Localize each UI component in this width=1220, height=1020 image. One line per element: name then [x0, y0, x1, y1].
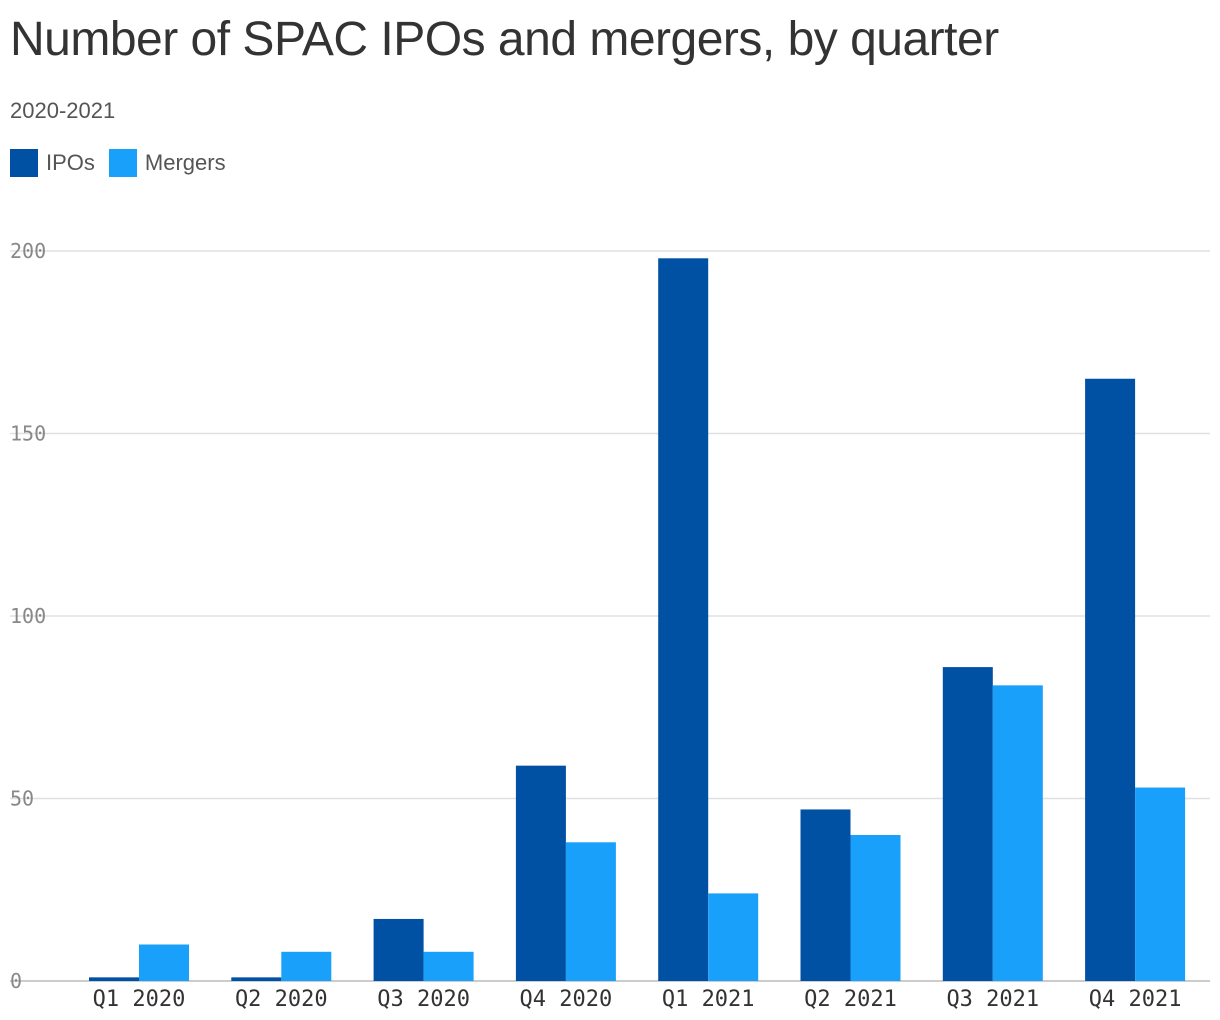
- legend-swatch-ipos: [10, 149, 38, 177]
- x-tick-label-q2-2020: Q2 2020: [235, 987, 328, 1012]
- bar-ipos-q3-2020: [373, 918, 424, 981]
- bar-mergers-q2-2021: [850, 835, 901, 981]
- y-tick-label-0: 0: [10, 969, 22, 993]
- x-tick-label-q3-2020: Q3 2020: [377, 987, 470, 1012]
- bar-mergers-q2-2020: [281, 951, 332, 981]
- x-tick-label-q1-2020: Q1 2020: [93, 987, 186, 1012]
- bar-ipos-q1-2021: [658, 258, 709, 981]
- legend-item-mergers: Mergers: [108, 149, 226, 177]
- legend-swatch-mergers: [108, 149, 137, 177]
- y-tick-label-150: 150: [10, 422, 46, 446]
- bar-ipos-q4-2021: [1085, 378, 1136, 981]
- bar-mergers-q1-2020: [139, 944, 189, 981]
- bar-mergers-q3-2021: [992, 685, 1043, 981]
- bar-ipos-q2-2020: [231, 977, 282, 981]
- bar-ipos-q3-2021: [942, 667, 993, 981]
- chart-title: Number of SPAC IPOs and mergers, by quar…: [10, 13, 999, 66]
- legend-label-ipos: IPOs: [46, 150, 95, 175]
- y-tick-label-50: 50: [10, 787, 34, 811]
- legend-label-mergers: Mergers: [144, 150, 226, 175]
- y-tick-label-200: 200: [10, 239, 46, 263]
- bar-ipos-q1-2020: [89, 977, 139, 981]
- y-tick-label-100: 100: [10, 604, 46, 628]
- x-tick-label-q4-2020: Q4 2020: [520, 987, 613, 1012]
- x-tick-label-q2-2021: Q2 2021: [804, 987, 897, 1012]
- bar-mergers-q1-2021: [708, 893, 759, 981]
- bar-mergers-q4-2020: [565, 842, 616, 981]
- legend-item-ipos: IPOs: [10, 149, 95, 177]
- bar-ipos-q2-2021: [800, 809, 851, 981]
- x-tick-label-q3-2021: Q3 2021: [946, 987, 1039, 1012]
- x-tick-label-q1-2021: Q1 2021: [662, 987, 755, 1012]
- bar-ipos-q4-2020: [515, 765, 566, 981]
- legend: IPOs Mergers: [10, 149, 240, 177]
- x-tick-label-q4-2021: Q4 2021: [1089, 987, 1182, 1012]
- chart-subtitle: 2020-2021: [10, 98, 116, 123]
- bar-mergers-q3-2020: [423, 951, 474, 981]
- bar-mergers-q4-2021: [1135, 787, 1186, 981]
